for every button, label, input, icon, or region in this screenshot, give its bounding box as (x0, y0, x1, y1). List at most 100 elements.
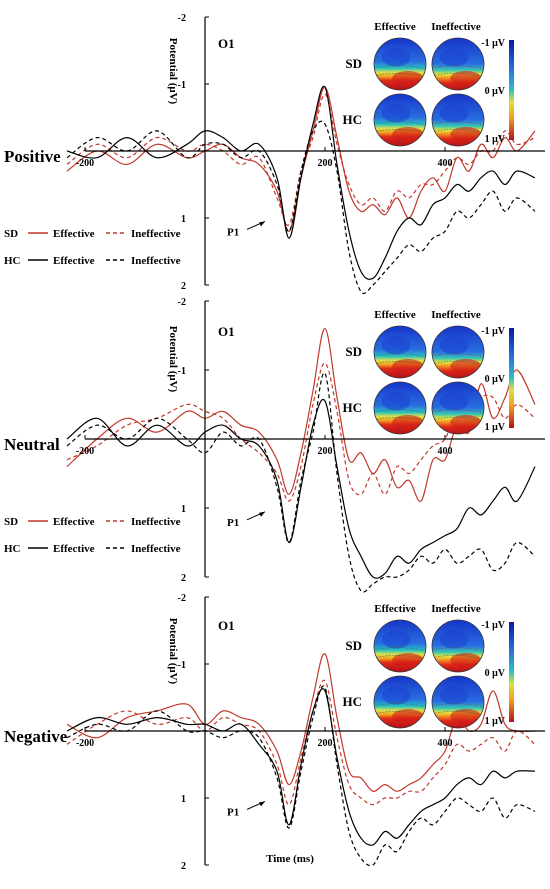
legend-label: Effective (53, 543, 95, 555)
erp-panel-positive: -2 -1 1 2 -200 200 400 Potential (μV) O1 P1 Positi… (4, 13, 545, 295)
p1-label: P1 (227, 806, 239, 818)
topo-blob (450, 653, 482, 668)
topo-blob (392, 415, 424, 430)
topo-header-ineffective: Ineffective (431, 603, 481, 615)
channel-label: O1 (218, 36, 235, 51)
topo-contour (432, 703, 484, 708)
topo-contour (432, 361, 484, 366)
topomap (374, 620, 426, 672)
colorbar-tick-label: 1 μV (485, 134, 506, 145)
topomap (374, 676, 426, 728)
legend-label: Effective (53, 516, 95, 528)
y-tick-label: 1 (181, 504, 186, 515)
topo-row-label: SD (345, 56, 362, 71)
y-tick-label: -2 (178, 13, 186, 24)
erp-panel-negative: -2 -1 1 2 -200 200 400 Potential (μV) O1 P1 Negati… (4, 593, 545, 872)
topo-contour (374, 73, 426, 78)
x-tick-label: 400 (438, 738, 453, 749)
topo-contour (432, 417, 484, 422)
series-line-sd-ineffective (66, 93, 536, 226)
topo-contour (374, 703, 426, 708)
topo-blob (439, 104, 469, 123)
topo-blob (381, 686, 411, 705)
topo-contour (374, 353, 426, 358)
topo-blob (450, 127, 482, 142)
topo-blob (439, 630, 469, 649)
legend-label: Ineffective (131, 516, 181, 528)
legend-label: Effective (53, 228, 95, 240)
topo-outline (431, 93, 485, 147)
topo-header-effective: Effective (374, 309, 416, 321)
condition-title: Neutral (4, 435, 60, 454)
colorbar (509, 328, 514, 428)
topo-contour (374, 647, 426, 652)
topomap (374, 382, 426, 434)
topo-header-ineffective: Ineffective (431, 309, 481, 321)
colorbar-tick-label: 0 μV (485, 668, 506, 679)
topomap (432, 382, 484, 434)
topo-outline (373, 619, 427, 673)
topo-contour (374, 417, 426, 422)
topo-blob (392, 71, 424, 86)
topo-contour (374, 655, 426, 660)
y-tick-label: -1 (178, 80, 186, 91)
x-tick-label: 200 (318, 446, 333, 457)
condition-title: Positive (4, 147, 61, 166)
topo-outline (431, 325, 485, 379)
series-line-hc-ineffective (66, 120, 536, 295)
topo-blob (439, 336, 469, 355)
p1-arrowhead (259, 511, 265, 517)
colorbar-tick-label: -1 μV (481, 326, 505, 337)
p1-arrowhead (259, 221, 265, 227)
topo-outline (373, 381, 427, 435)
topo-blob (381, 48, 411, 67)
y-tick-label: 2 (181, 281, 186, 292)
x-tick-label: -200 (76, 446, 94, 457)
x-tick-label: -200 (76, 738, 94, 749)
legend-label: Effective (53, 255, 95, 267)
colorbar-tick-label: 0 μV (485, 86, 506, 97)
topo-blob (381, 336, 411, 355)
topomap (432, 38, 484, 90)
p1-label: P1 (227, 226, 239, 238)
topo-row-label: HC (343, 694, 363, 709)
topo-blob (392, 709, 424, 724)
topo-row-label: HC (343, 112, 363, 127)
topo-blob (392, 359, 424, 374)
topo-outline (373, 93, 427, 147)
topomap (432, 94, 484, 146)
topo-header-effective: Effective (374, 603, 416, 615)
topo-contour (374, 65, 426, 70)
topo-blob (450, 709, 482, 724)
colorbar-tick-label: 1 μV (485, 422, 506, 433)
y-tick-label: 2 (181, 861, 186, 872)
topo-contour (432, 647, 484, 652)
topo-contour (374, 711, 426, 716)
topo-blob (450, 415, 482, 430)
topo-outline (431, 675, 485, 729)
topo-blob (381, 392, 411, 411)
topo-contour (432, 73, 484, 78)
x-tick-label: -200 (76, 158, 94, 169)
condition-title: Negative (4, 727, 68, 746)
colorbar-tick-label: 0 μV (485, 374, 506, 385)
topo-blob (392, 653, 424, 668)
topo-header-effective: Effective (374, 21, 416, 33)
erp-panel-neutral: -2 -1 1 2 -200 200 400 Potential (μV) O1 P1 Neutra… (4, 297, 545, 593)
p1-label: P1 (227, 517, 239, 529)
topo-contour (374, 409, 426, 414)
x-tick-label: 400 (438, 446, 453, 457)
topomap (374, 326, 426, 378)
topo-contour (432, 121, 484, 126)
topo-contour (432, 353, 484, 358)
topo-contour (432, 655, 484, 660)
y-axis-title: Potential (μV) (167, 326, 179, 393)
colorbar-tick-label: -1 μV (481, 38, 505, 49)
topo-outline (431, 381, 485, 435)
y-tick-label: 1 (181, 794, 186, 805)
topomap (432, 326, 484, 378)
topo-outline (373, 675, 427, 729)
colorbar (509, 40, 514, 140)
y-axis-title: Potential (μV) (167, 38, 179, 105)
